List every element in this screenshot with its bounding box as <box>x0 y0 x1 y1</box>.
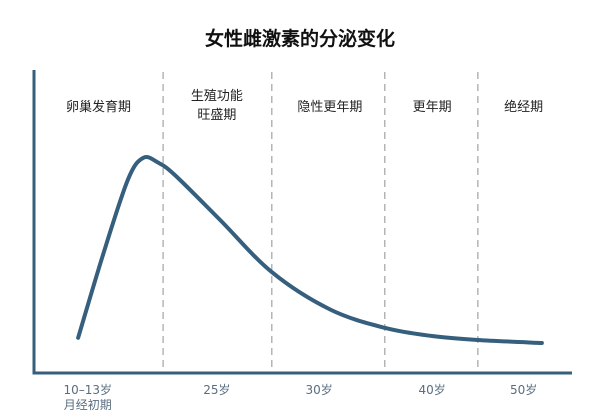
x-tick-label: 10–13岁月经初期 <box>64 382 113 412</box>
chart-title: 女性雌激素的分泌变化 <box>204 28 395 50</box>
x-tick-label: 25岁 <box>203 382 230 397</box>
period-label: 卵巢发育期 <box>66 99 131 115</box>
x-tick-label: 50岁 <box>510 382 537 397</box>
estrogen-curve <box>76 155 544 346</box>
x-tick-label: 40岁 <box>418 382 445 397</box>
period-label: 隐性更年期 <box>297 100 362 115</box>
period-label: 绝经期 <box>504 99 543 115</box>
x-tick-label: 30岁 <box>305 382 332 397</box>
period-label: 生殖功能旺盛期 <box>191 88 243 123</box>
period-label: 更年期 <box>413 100 452 115</box>
